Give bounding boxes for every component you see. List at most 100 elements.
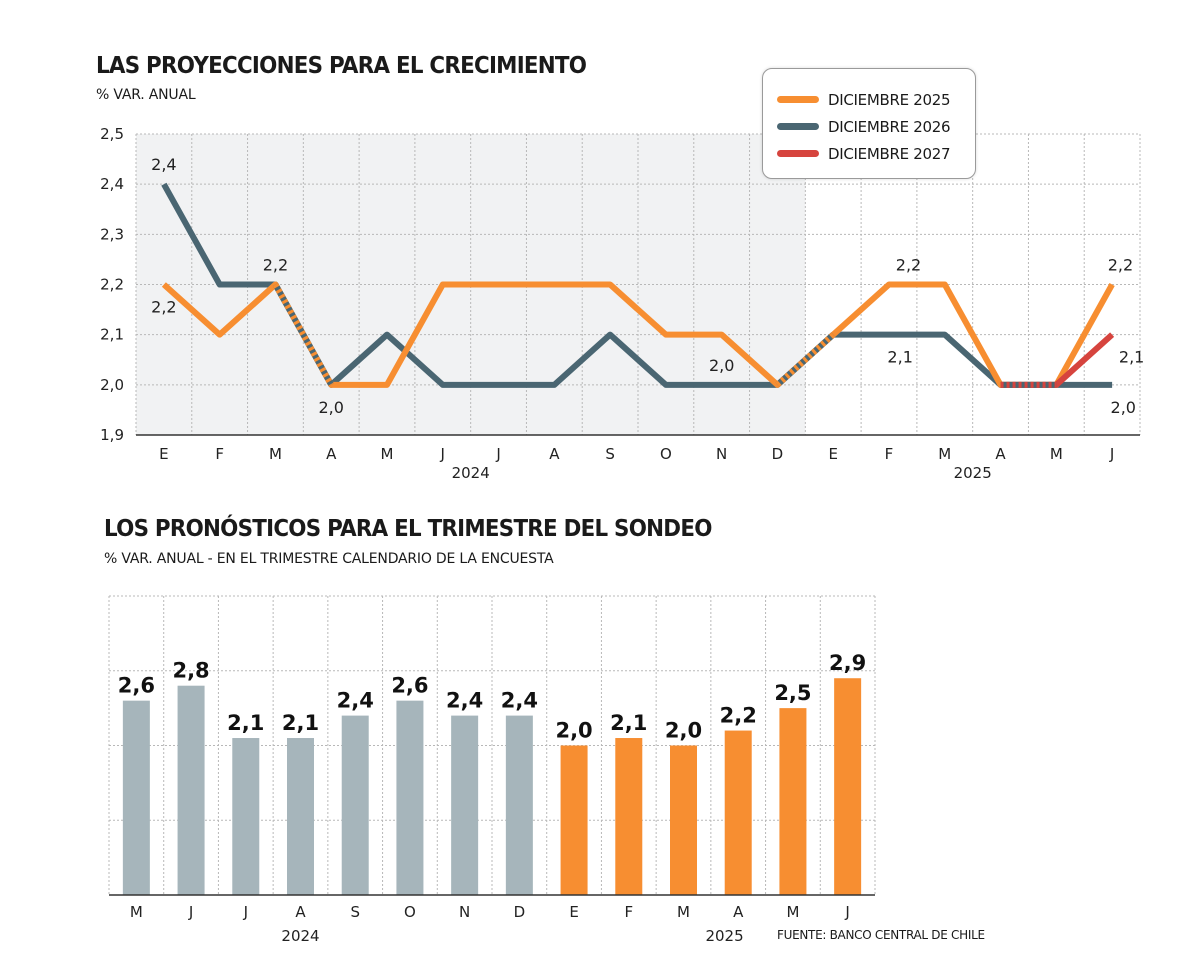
x-tick-label: O bbox=[404, 903, 416, 921]
x-tick-label: N bbox=[459, 903, 470, 921]
x-tick-label: M bbox=[677, 903, 690, 921]
data-label: 2,0 bbox=[318, 398, 343, 417]
x-tick-label: F bbox=[215, 445, 224, 463]
year-label: 2025 bbox=[954, 464, 992, 482]
x-tick-label: S bbox=[350, 903, 360, 921]
bar bbox=[615, 738, 643, 895]
bar-value-label: 2,4 bbox=[446, 689, 483, 713]
x-tick-label: J bbox=[440, 445, 445, 463]
x-tick-label: M bbox=[381, 445, 394, 463]
x-tick-label: J bbox=[844, 903, 849, 921]
bar-value-label: 2,0 bbox=[555, 719, 592, 743]
bar-chart-subtitle: % VAR. ANUAL - EN EL TRIMESTRE CALENDARI… bbox=[104, 551, 554, 567]
legend-item-2026: DICIEMBRE 2026 bbox=[763, 113, 975, 140]
y-tick-label: 2,1 bbox=[100, 326, 124, 344]
bar bbox=[177, 685, 205, 895]
bar-value-label: 2,6 bbox=[391, 674, 428, 698]
data-label: 2,2 bbox=[263, 256, 288, 275]
line-chart-legend: DICIEMBRE 2025 DICIEMBRE 2026 DICIEMBRE … bbox=[762, 68, 976, 179]
y-tick-label: 2,3 bbox=[100, 225, 124, 243]
x-tick-label: D bbox=[772, 445, 784, 463]
bar-value-label: 2,5 bbox=[774, 681, 811, 705]
data-label: 2,2 bbox=[1108, 256, 1133, 275]
x-tick-label: F bbox=[885, 445, 894, 463]
bar bbox=[505, 715, 533, 895]
bar bbox=[232, 738, 260, 895]
bar bbox=[724, 730, 752, 895]
legend-label-2027: DICIEMBRE 2027 bbox=[828, 144, 951, 163]
x-tick-label: E bbox=[159, 445, 168, 463]
data-label: 2,1 bbox=[887, 348, 912, 367]
source-note: FUENTE: BANCO CENTRAL DE CHILE bbox=[777, 928, 985, 942]
x-tick-label: J bbox=[1109, 445, 1114, 463]
bar bbox=[287, 738, 314, 895]
x-tick-label: A bbox=[733, 903, 744, 921]
data-label: 2,0 bbox=[709, 356, 734, 375]
x-tick-label: N bbox=[716, 445, 727, 463]
data-label: 2,2 bbox=[151, 298, 176, 317]
bar-value-label: 2,8 bbox=[172, 659, 209, 683]
bar-value-label: 2,4 bbox=[337, 689, 374, 713]
x-tick-label: F bbox=[624, 903, 633, 921]
y-tick-label: 2,2 bbox=[100, 276, 124, 294]
bar bbox=[396, 700, 424, 895]
overlap-segment-dash bbox=[775, 332, 836, 388]
x-tick-label: A bbox=[549, 445, 560, 463]
x-tick-label: M bbox=[269, 445, 282, 463]
bar-chart-title: LOS PRONÓSTICOS PARA EL TRIMESTRE DEL SO… bbox=[104, 516, 712, 542]
x-tick-label: M bbox=[130, 903, 143, 921]
bar-value-label: 2,1 bbox=[282, 711, 319, 735]
x-tick-label: D bbox=[514, 903, 526, 921]
bar bbox=[122, 700, 150, 895]
x-tick-label: M bbox=[786, 903, 799, 921]
bar-value-label: 2,4 bbox=[501, 689, 538, 713]
bar bbox=[834, 678, 862, 895]
x-tick-label: J bbox=[495, 445, 500, 463]
bar-value-label: 2,0 bbox=[665, 719, 702, 743]
x-tick-label: S bbox=[605, 445, 615, 463]
bar bbox=[451, 715, 479, 895]
x-tick-label: A bbox=[326, 445, 337, 463]
line-chart: 2,52,42,32,22,12,01,9E F M A M J J A S O N D E F M A M J2… bbox=[100, 125, 1144, 482]
x-tick-label: M bbox=[938, 445, 951, 463]
legend-label-2026: DICIEMBRE 2026 bbox=[828, 117, 951, 136]
bar bbox=[341, 715, 369, 895]
data-label: 2,4 bbox=[151, 155, 176, 174]
overlap-segment-dash bbox=[272, 283, 334, 387]
legend-label-2025: DICIEMBRE 2025 bbox=[828, 90, 951, 109]
x-tick-label: A bbox=[295, 903, 306, 921]
bar-value-label: 2,9 bbox=[829, 651, 866, 675]
legend-item-2025: DICIEMBRE 2025 bbox=[763, 86, 975, 113]
y-tick-label: 2,4 bbox=[100, 175, 124, 193]
legend-swatch-2027 bbox=[777, 150, 819, 157]
x-tick-label: A bbox=[995, 445, 1006, 463]
y-tick-label: 1,9 bbox=[100, 426, 124, 444]
year-label: 2024 bbox=[452, 464, 490, 482]
line-chart-subtitle: % VAR. ANUAL bbox=[96, 87, 196, 103]
data-label: 2,1 bbox=[1119, 348, 1144, 367]
legend-swatch-2026 bbox=[777, 123, 819, 130]
bar bbox=[670, 745, 697, 895]
y-tick-label: 2,0 bbox=[100, 376, 124, 394]
data-label: 2,0 bbox=[1111, 398, 1136, 417]
bar-value-label: 2,1 bbox=[227, 711, 264, 735]
data-label: 2,2 bbox=[896, 256, 921, 275]
x-tick-label: E bbox=[569, 903, 578, 921]
x-tick-label: J bbox=[188, 903, 193, 921]
y-tick-label: 2,5 bbox=[100, 125, 124, 143]
legend-item-2027: DICIEMBRE 2027 bbox=[763, 140, 975, 167]
x-tick-label: E bbox=[828, 445, 837, 463]
x-tick-label: J bbox=[243, 903, 248, 921]
bar bbox=[779, 708, 807, 895]
year-label: 2025 bbox=[705, 927, 743, 945]
legend-swatch-2025 bbox=[777, 96, 819, 103]
x-tick-label: O bbox=[660, 445, 672, 463]
bar bbox=[560, 745, 588, 895]
bar-value-label: 2,6 bbox=[118, 674, 155, 698]
x-tick-label: M bbox=[1050, 445, 1063, 463]
year-label: 2024 bbox=[281, 927, 319, 945]
bar-value-label: 2,2 bbox=[720, 704, 757, 728]
line-chart-title: LAS PROYECCIONES PARA EL CRECIMIENTO bbox=[96, 53, 587, 79]
bar-value-label: 2,1 bbox=[610, 711, 647, 735]
